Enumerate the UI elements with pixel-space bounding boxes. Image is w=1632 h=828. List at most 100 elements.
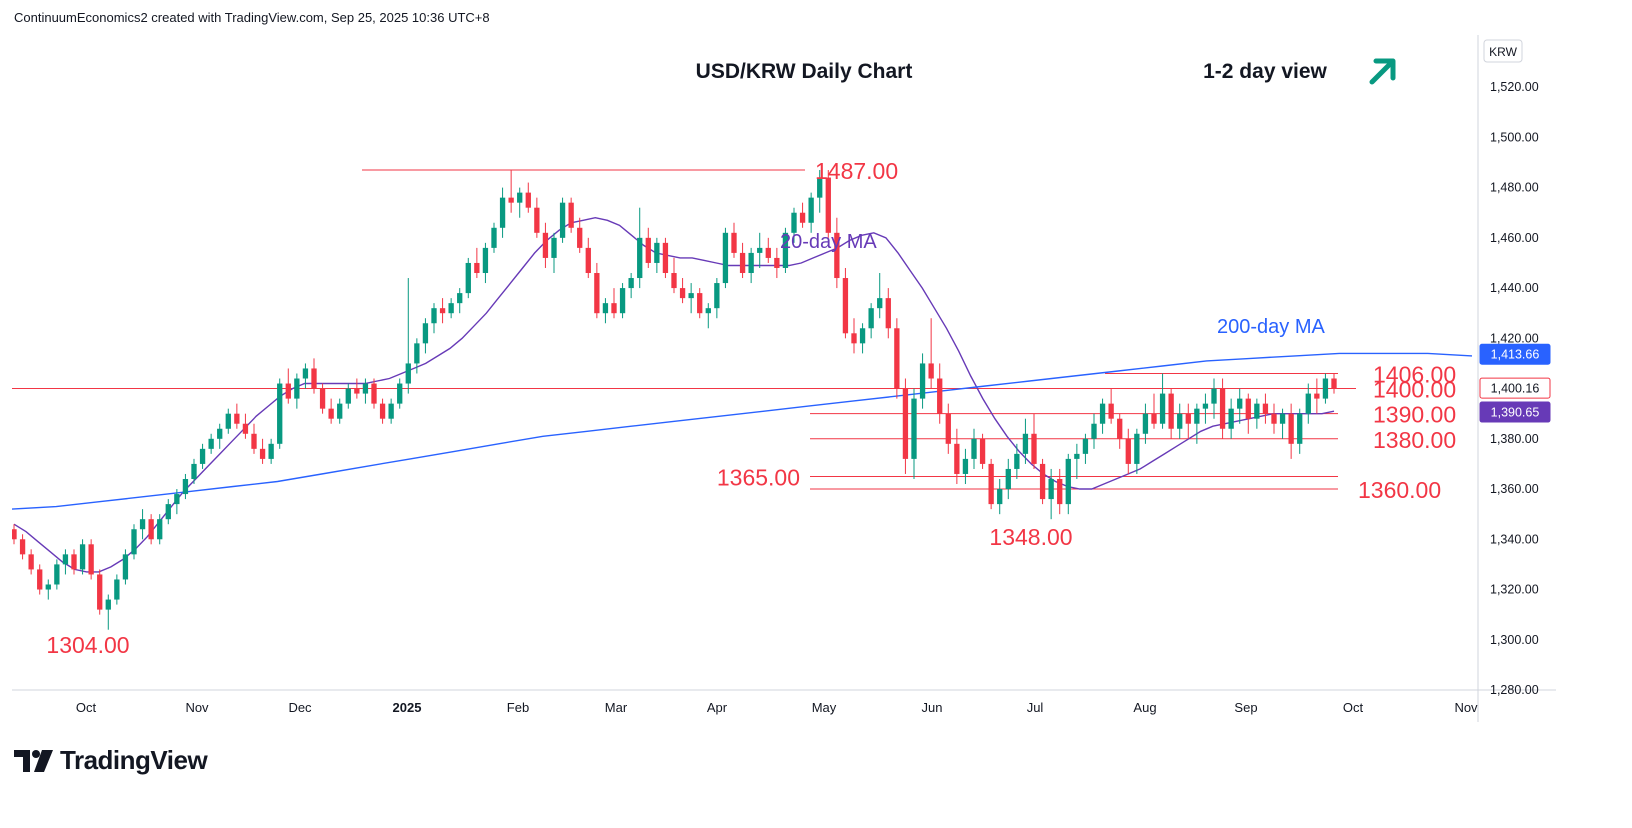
candle-body <box>182 478 189 495</box>
candle-body <box>877 298 883 309</box>
tradingview-logo-text: TradingView <box>60 745 208 775</box>
candle-body <box>808 197 814 223</box>
candle <box>199 443 206 469</box>
candle <box>842 267 849 339</box>
candle-body <box>354 388 360 394</box>
candle-body <box>465 262 471 294</box>
candle-body <box>294 378 300 399</box>
candle <box>499 187 506 238</box>
candle <box>1151 393 1157 429</box>
candle-body <box>345 388 351 404</box>
candle-body <box>45 584 51 590</box>
candle-body <box>414 343 420 364</box>
candle <box>885 288 891 339</box>
level-label-1406: 1406.00 <box>1373 361 1456 387</box>
candle-body <box>1177 413 1183 429</box>
candle-body <box>525 192 531 208</box>
candle <box>1091 413 1097 449</box>
candle-body <box>1151 413 1157 424</box>
candle-body <box>894 328 900 389</box>
candle-body <box>1219 388 1226 429</box>
candle-body <box>439 308 446 314</box>
candle <box>637 207 643 289</box>
candle-body <box>174 494 180 505</box>
symbol-badge[interactable]: KRW <box>1483 39 1523 63</box>
candle <box>808 192 814 233</box>
candle-body <box>379 403 386 419</box>
candle <box>679 278 686 304</box>
candle <box>131 524 137 560</box>
candle-body <box>1305 393 1311 414</box>
candle-body <box>319 388 326 409</box>
candle <box>954 428 960 485</box>
candle <box>405 278 411 394</box>
time-axis[interactable]: Oct Nov Dec 2025 Feb Mar Apr May Jun Jul Aug Sep Oct… <box>76 700 1478 715</box>
candle <box>354 378 360 399</box>
ma20-price-badge-text: 1,390.65 <box>1491 406 1540 420</box>
candle <box>1074 443 1080 479</box>
candle-body <box>139 519 146 530</box>
candle <box>765 237 771 263</box>
candle <box>397 378 403 409</box>
candle-body <box>739 252 746 274</box>
candle-body <box>1108 403 1114 419</box>
arrow-up-right-icon <box>1369 58 1396 85</box>
candle <box>1159 373 1166 429</box>
candle-body <box>1245 398 1251 419</box>
annotation-1348: 1348.00 <box>989 524 1072 550</box>
last-price-badge: 1,400.16 <box>1479 377 1551 399</box>
candle-body <box>1211 388 1217 404</box>
candle-body <box>12 529 17 540</box>
candle-body <box>559 202 566 238</box>
candle-body <box>508 197 514 203</box>
candle <box>1211 378 1217 419</box>
candle <box>139 509 146 540</box>
candle-body <box>1271 413 1277 424</box>
candle <box>242 413 249 439</box>
candle-body <box>1237 398 1243 409</box>
candle-body <box>131 529 137 555</box>
time-tick-label: Jul <box>1027 700 1044 715</box>
candle-body <box>1279 413 1286 424</box>
candle <box>619 283 626 319</box>
level-label-1390: 1390.00 <box>1373 402 1456 428</box>
candle-body <box>431 308 437 324</box>
candle <box>19 534 26 560</box>
candle <box>465 257 471 299</box>
candle <box>388 398 394 424</box>
tradingview-logo[interactable]: TradingView <box>14 745 208 776</box>
candle <box>208 433 214 454</box>
candle-body <box>371 383 377 404</box>
candle-body <box>1142 413 1149 434</box>
candle <box>919 353 926 409</box>
time-tick-label: Oct <box>1343 700 1364 715</box>
level-label-1365: 1365.00 <box>717 464 800 490</box>
candle-body <box>1159 393 1166 424</box>
candle-body <box>302 368 309 379</box>
candle-body <box>542 232 549 258</box>
candle <box>542 222 549 268</box>
level-label-1380: 1380.00 <box>1373 427 1456 453</box>
candle-body <box>679 288 686 299</box>
candle-body <box>697 293 703 314</box>
candle <box>28 549 34 575</box>
ma200-price-badge: 1,413.66 <box>1479 343 1551 365</box>
candle <box>431 303 437 334</box>
candle <box>799 202 806 228</box>
candle <box>1022 418 1029 464</box>
candle-body <box>1168 393 1174 429</box>
candle-body <box>157 519 163 540</box>
candle <box>1254 398 1260 429</box>
candle-body <box>825 177 831 233</box>
candle <box>1005 458 1011 500</box>
candle <box>1117 413 1123 449</box>
candle <box>79 539 86 575</box>
candle <box>251 423 257 454</box>
candle-body <box>97 574 103 610</box>
candle-body <box>259 448 266 459</box>
candle-body <box>1117 418 1123 439</box>
candle <box>1082 433 1089 464</box>
candle-body <box>757 247 763 253</box>
candle-body <box>662 242 669 274</box>
